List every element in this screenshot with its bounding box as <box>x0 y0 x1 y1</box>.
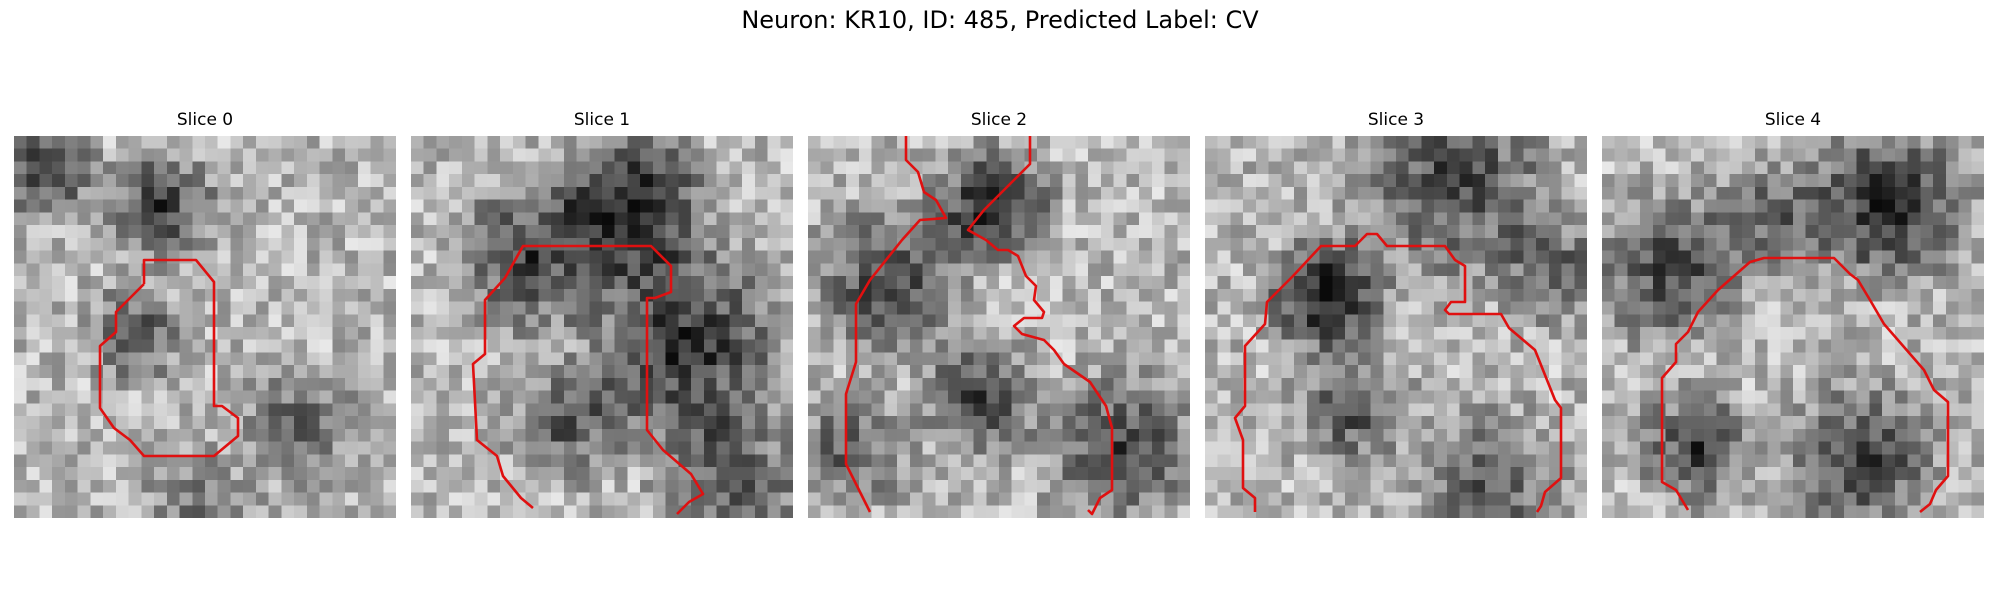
slice-image <box>14 136 396 518</box>
slice-title: Slice 2 <box>970 110 1028 130</box>
roi-contour <box>844 136 1114 516</box>
roi-contour <box>98 258 240 458</box>
roi-contour <box>1233 232 1563 513</box>
slice-panel-3: Slice 3 <box>1205 108 1587 518</box>
slice-title: Slice 0 <box>176 110 234 130</box>
slice-image <box>808 136 1190 518</box>
slice-panel-4: Slice 4 <box>1602 108 1984 518</box>
slice-image <box>1205 136 1587 518</box>
roi-contour <box>471 244 705 515</box>
figure-title: Neuron: KR10, ID: 485, Predicted Label: … <box>741 6 1259 34</box>
microscopy-image <box>1205 136 1587 518</box>
slice-title: Slice 3 <box>1367 110 1425 130</box>
slice-title: Slice 1 <box>573 110 631 130</box>
microscopy-image <box>14 136 396 518</box>
slice-image <box>411 136 793 518</box>
slice-panel-0: Slice 0 <box>14 108 396 518</box>
microscopy-image <box>808 136 1190 518</box>
microscopy-image <box>1602 136 1984 518</box>
slice-image <box>1602 136 1984 518</box>
slice-panel-2: Slice 2 <box>808 108 1190 518</box>
slice-panel-1: Slice 1 <box>411 108 793 518</box>
slice-title: Slice 4 <box>1764 110 1822 130</box>
roi-contour <box>1660 256 1950 514</box>
microscopy-image <box>411 136 793 518</box>
